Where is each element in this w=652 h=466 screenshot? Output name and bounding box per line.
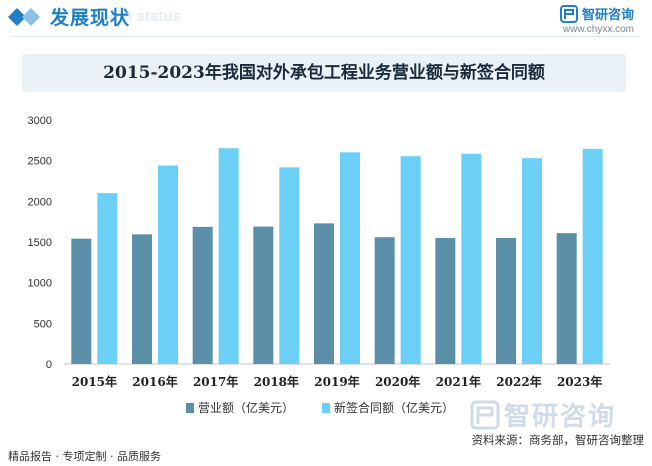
y-tick-label: 3000 <box>28 115 52 127</box>
y-tick-label: 1000 <box>28 278 52 290</box>
legend-label: 营业额（亿美元） <box>198 400 294 415</box>
bar-new-contract <box>522 158 542 364</box>
bar-chart: 0 500 1000 1500 2000 2500 3000 2015年 2016年 2017年 2… <box>28 115 610 415</box>
legend-swatch <box>186 403 194 413</box>
watermark-icon <box>470 400 500 429</box>
y-tick-label: 500 <box>34 318 52 330</box>
bar-new-contract <box>340 152 360 364</box>
bar-revenue <box>374 237 395 364</box>
bar-revenue <box>496 237 516 364</box>
x-tick-label: 2015年 <box>72 374 117 389</box>
header-bar: ent status 发展现状 <box>0 0 652 34</box>
bar-new-contract <box>400 156 421 364</box>
x-tick-label: 2022年 <box>496 374 541 389</box>
brand-logo-icon <box>559 4 578 23</box>
bar-revenue <box>132 234 152 364</box>
x-tick-label: 2019年 <box>314 374 359 389</box>
bar-new-contract <box>218 148 239 364</box>
bar-revenue <box>314 223 334 364</box>
bar-revenue <box>435 238 456 364</box>
x-tick-label: 2021年 <box>436 374 481 389</box>
section-title: 发展现状 <box>50 7 131 29</box>
x-tick-label: 2017年 <box>193 374 238 389</box>
x-tick-label: 2018年 <box>254 374 299 389</box>
bar-new-contract <box>158 165 178 364</box>
bar-revenue <box>253 226 274 364</box>
diamond-icon <box>8 8 40 26</box>
footer-tagline: 精品报告 · 专项定制 · 品质服务 <box>8 450 161 463</box>
legend-label: 新签合同额（亿美元） <box>334 400 454 415</box>
bar-new-contract <box>279 167 300 364</box>
y-tick-label: 2000 <box>28 196 52 208</box>
watermark-text: 智研咨询 <box>504 402 617 432</box>
chart-title: 2015-2023年我国对外承包工程业务营业额与新签合同额 <box>103 63 545 83</box>
bar-revenue <box>192 226 213 364</box>
chart-title-box: 2015-2023年我国对外承包工程业务营业额与新签合同额 <box>22 54 626 92</box>
x-tick-label: 2016年 <box>132 374 177 389</box>
bar-revenue <box>556 233 577 364</box>
brand-url: www.chyxx.com <box>562 24 634 35</box>
y-tick-label: 2500 <box>28 156 52 168</box>
ghost-subtitle: ent status <box>110 8 181 25</box>
header-divider <box>12 36 640 37</box>
x-tick-label: 2020年 <box>375 374 420 389</box>
brand-logo: 智研咨询 www.chyxx.com <box>559 4 634 35</box>
x-tick-label: 2023年 <box>557 374 602 389</box>
bar-new-contract <box>97 193 118 364</box>
watermark-logo: 智研咨询 <box>470 396 616 433</box>
bar-new-contract <box>582 148 603 364</box>
y-tick-label: 0 <box>46 359 52 371</box>
brand-name: 智研咨询 <box>581 8 634 23</box>
y-tick-label: 1500 <box>28 237 52 249</box>
bar-new-contract <box>461 153 482 364</box>
bar-revenue <box>71 238 92 364</box>
source-note: 资料来源：商务部，智研咨询整理 <box>471 433 645 447</box>
legend-swatch <box>322 403 330 413</box>
